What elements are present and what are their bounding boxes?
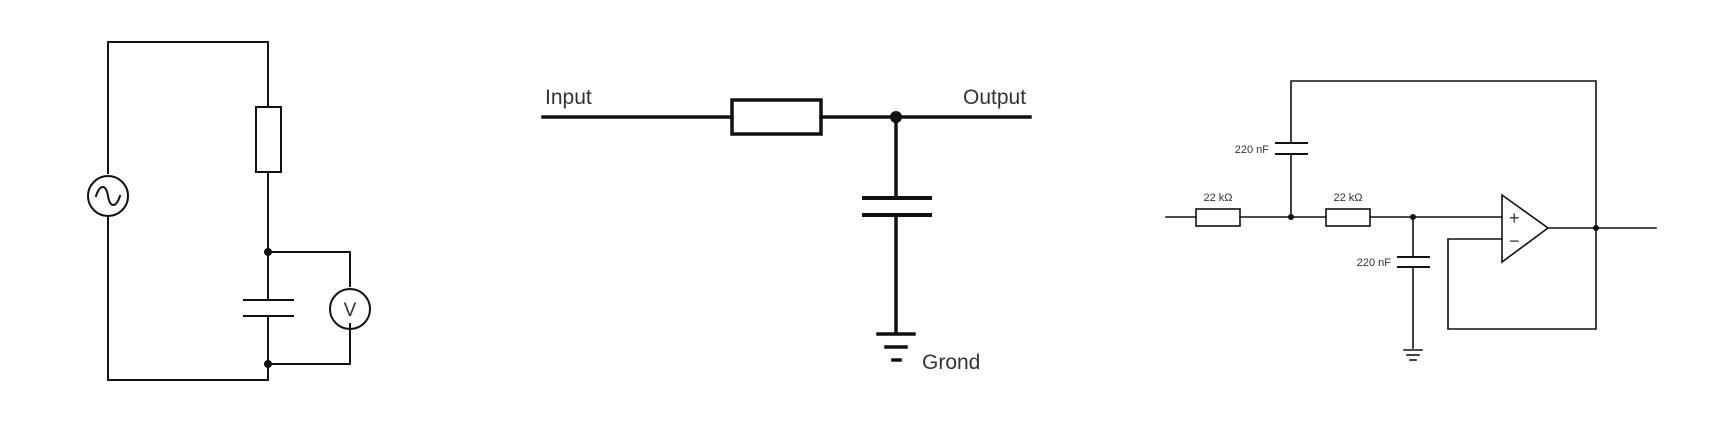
ac-rc-circuit: V xyxy=(87,41,371,381)
capacitor-icon xyxy=(243,299,294,317)
junction-dot xyxy=(264,248,272,256)
input-label: Input xyxy=(545,86,592,109)
capacitor-ground-label: 220 nF xyxy=(1357,257,1392,269)
rc-low-pass-filter: Input Output Grond xyxy=(541,86,1032,374)
voltmeter-label: V xyxy=(344,300,357,321)
junction-dot xyxy=(264,360,272,368)
ground-icon xyxy=(1403,349,1423,361)
resistor-r2-label: 22 kΩ xyxy=(1333,192,1362,204)
filter-wires xyxy=(541,115,1032,334)
voltmeter-icon: V xyxy=(329,288,371,330)
output-label: Output xyxy=(963,86,1026,109)
capacitor-feedback-label: 220 nF xyxy=(1235,144,1270,156)
junction-dot xyxy=(1288,214,1294,220)
resistor-r1-icon xyxy=(1195,208,1241,227)
circuit-wires xyxy=(107,41,351,381)
resistor-r1-label: 22 kΩ xyxy=(1203,192,1232,204)
ac-source-icon xyxy=(87,175,129,217)
resistor-icon xyxy=(255,106,282,173)
filter-wires xyxy=(1165,80,1657,349)
capacitor-feedback-icon xyxy=(1275,142,1308,155)
capacitor-ground-icon xyxy=(1397,256,1430,268)
junction-dot xyxy=(1593,225,1599,231)
opamp-minus-label: − xyxy=(1509,231,1520,251)
junction-dot xyxy=(890,111,902,123)
resistor-icon xyxy=(730,98,823,136)
capacitor-icon xyxy=(862,196,932,217)
ground-icon xyxy=(876,332,916,362)
resistor-r2-icon xyxy=(1325,208,1371,227)
opamp-plus-label: + xyxy=(1509,208,1520,228)
ground-label: Grond xyxy=(922,351,980,374)
opamp-icon: + − xyxy=(1501,193,1550,264)
sallen-key-filter: 22 kΩ 22 kΩ 220 nF 220 nF + − xyxy=(1165,80,1657,361)
junction-dot xyxy=(1410,214,1416,220)
